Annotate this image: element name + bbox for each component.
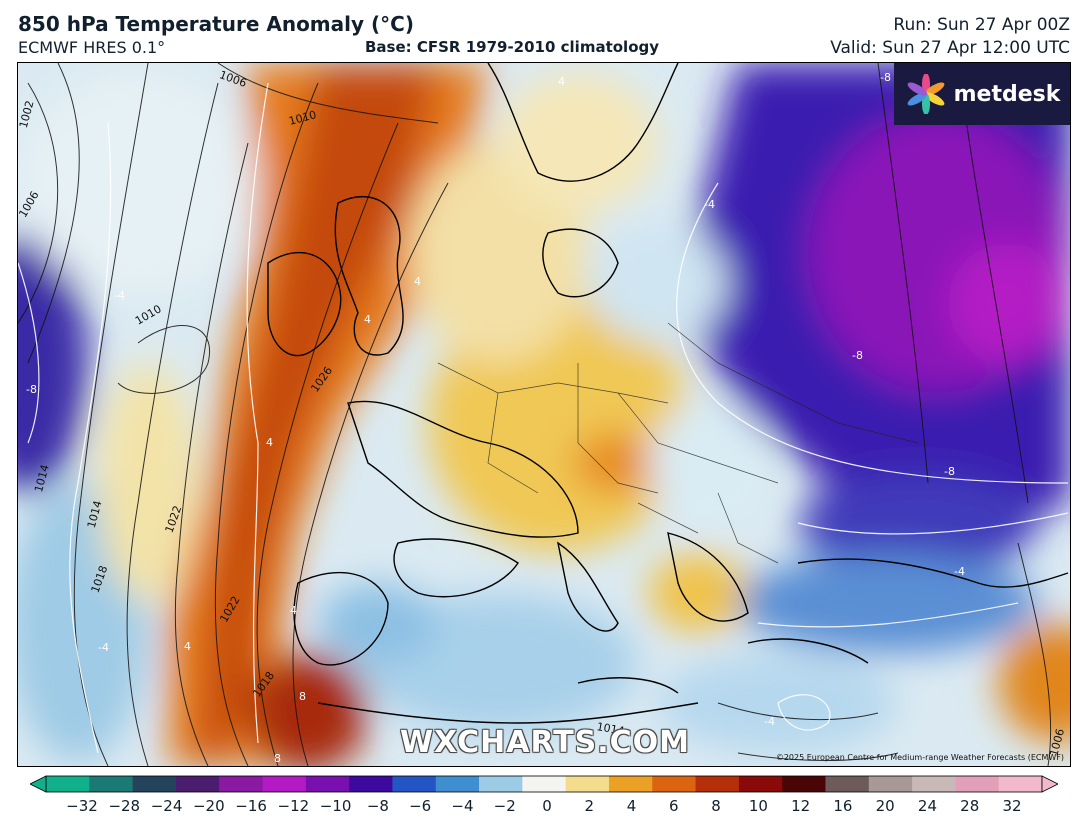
anomaly-label: -4	[114, 289, 125, 302]
anomaly-field	[18, 63, 1070, 766]
colorbar-tick-label: −10	[319, 797, 352, 815]
colorbar-cell	[825, 776, 870, 792]
colorbar-tick-label: 10	[748, 797, 768, 815]
colorbar-tick-label: −8	[366, 797, 389, 815]
colorbar-tick-label: 24	[917, 797, 937, 815]
watermark: WXCHARTS.COM	[399, 725, 691, 760]
colorbar-tick-label: 2	[584, 797, 595, 815]
anomaly-label: 4	[414, 275, 421, 288]
colorbar-cell	[522, 776, 567, 792]
anomaly-label: -4	[704, 198, 715, 211]
anomaly-label: -8	[944, 465, 955, 478]
colorbar-cell	[782, 776, 826, 792]
coastlines	[267, 63, 1069, 724]
colorbar-cell	[392, 776, 437, 792]
colorbar-tick-label: −2	[493, 797, 516, 815]
colorbar-tick-label: 28	[960, 797, 980, 815]
anomaly-label: 4	[266, 436, 273, 449]
anomaly-label: 8	[274, 752, 281, 765]
colorbar-tick-label: 16	[833, 797, 853, 815]
chart-title: 850 hPa Temperature Anomaly (°C)	[18, 12, 414, 36]
colorbar-cell	[998, 776, 1043, 792]
colorbar-max-arrow	[1041, 775, 1058, 793]
colorbar-tick-label: −28	[108, 797, 141, 815]
run-time-label: Run: Sun 27 Apr 00Z	[893, 15, 1070, 35]
anomaly-label: 4	[290, 604, 297, 617]
anomaly-label: 4	[364, 313, 371, 326]
colorbar-min-arrow	[30, 775, 47, 793]
colorbar-tick-label: −24	[150, 797, 183, 815]
anomaly-label: -4	[954, 565, 965, 578]
colorbar-tick-label: −32	[66, 797, 98, 815]
colorbar-cell	[46, 776, 90, 792]
colorbar-tick-label: 12	[791, 797, 811, 815]
anomaly-label-layer: -8 -8 -8 -8 -4 -4 -4 -4 -4 4 4 4 4 4 4 8…	[26, 71, 965, 765]
map-canvas: 1002 1006 1006 1010 1010 1014 1014 1018 …	[18, 63, 1070, 766]
anomaly-map[interactable]: 1002 1006 1006 1010 1010 1014 1014 1018 …	[17, 62, 1071, 767]
colorbar-cell	[89, 776, 134, 792]
colorbar-cell	[479, 776, 523, 792]
colorbar-cell	[695, 776, 740, 792]
valid-time-label: Valid: Sun 27 Apr 12:00 UTC	[830, 38, 1070, 58]
colorbar-tick-label: 0	[542, 797, 552, 815]
isobar-lines	[18, 63, 1052, 766]
model-label: ECMWF HRES 0.1°	[18, 38, 166, 57]
colorbar-cell	[132, 776, 177, 792]
colorbar-cell	[652, 776, 697, 792]
colorbar-cell	[868, 776, 913, 792]
colorbar-cell	[305, 776, 350, 792]
anomaly-label: -8	[880, 71, 891, 84]
anomaly-label: 8	[299, 690, 306, 703]
colorbar-cell	[435, 776, 480, 792]
colorbar-cell	[608, 776, 653, 792]
pinwheel-icon	[907, 74, 945, 114]
colorbar-cell	[349, 776, 393, 792]
climatology-base-label: Base: CFSR 1979-2010 climatology	[365, 38, 660, 56]
colorbar-cell	[262, 776, 307, 792]
colorbar-cell	[219, 776, 264, 792]
isobar-label: 1014	[596, 720, 626, 738]
colorbar-tick-label: 8	[711, 797, 721, 815]
logo-text: metdesk	[953, 81, 1061, 107]
anomaly-label: -8	[26, 383, 37, 396]
metdesk-logo: metdesk	[894, 63, 1070, 125]
anomaly-label: 4	[184, 640, 191, 653]
colorbar-tick-label: −16	[235, 797, 267, 815]
anomaly-contours	[18, 82, 1069, 754]
colorbar-tick-label: 6	[669, 797, 679, 815]
colorbar-cell	[738, 776, 783, 792]
colorbar-tick-label: −4	[451, 797, 474, 815]
colorbar-tick-label: 20	[875, 797, 895, 815]
colorbar	[30, 775, 1058, 793]
colorbar-cell	[175, 776, 220, 792]
colorbar-tick-label: −20	[192, 797, 225, 815]
anomaly-label: -4	[764, 715, 775, 728]
colorbar-tick-label: 4	[626, 797, 637, 815]
colorbar-cell	[912, 776, 956, 792]
anomaly-label: -8	[852, 349, 863, 362]
colorbar-cell	[955, 776, 1000, 792]
colorbar-tick-label: −12	[277, 797, 310, 815]
colorbar-tick-label: 32	[1002, 797, 1022, 815]
copyright-notice: ©2025 European Centre for Medium-range W…	[775, 753, 1064, 762]
country-borders	[437, 322, 919, 564]
anomaly-label: 4	[558, 75, 565, 88]
anomaly-label: -4	[98, 641, 109, 654]
colorbar-tick-label: −6	[409, 797, 432, 815]
colorbar-cell	[565, 776, 610, 792]
